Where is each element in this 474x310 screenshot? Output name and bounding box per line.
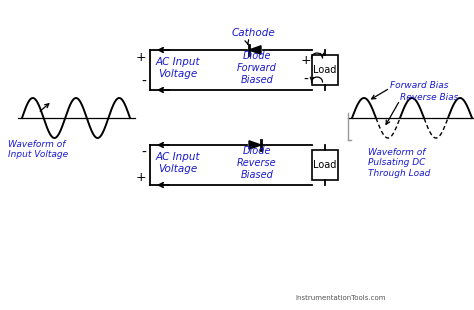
- Text: +: +: [136, 171, 146, 184]
- Text: Load: Load: [313, 65, 337, 75]
- Text: Reverse Bias: Reverse Bias: [400, 94, 458, 103]
- Text: Diode
Forward
Biased: Diode Forward Biased: [237, 51, 277, 85]
- Text: +: +: [136, 51, 146, 64]
- Text: AC Input
Voltage: AC Input Voltage: [155, 57, 201, 79]
- Text: Cathode: Cathode: [231, 28, 275, 38]
- Text: Waveform of
Input Voltage: Waveform of Input Voltage: [8, 140, 68, 159]
- Text: Load: Load: [313, 160, 337, 170]
- Text: +: +: [301, 54, 311, 67]
- Polygon shape: [249, 141, 261, 149]
- Text: Forward Bias: Forward Bias: [390, 82, 448, 91]
- Text: Diode
Reverse
Biased: Diode Reverse Biased: [237, 146, 277, 179]
- Text: -: -: [303, 73, 309, 87]
- Text: -: -: [141, 146, 146, 160]
- Text: Waveform of
Pulsating DC
Through Load: Waveform of Pulsating DC Through Load: [368, 148, 430, 178]
- Text: AC Input
Voltage: AC Input Voltage: [155, 152, 201, 174]
- Polygon shape: [249, 46, 261, 54]
- Text: InstrumentationTools.com: InstrumentationTools.com: [295, 295, 385, 301]
- Bar: [312, 55, 338, 85]
- Text: -: -: [141, 75, 146, 89]
- Bar: [312, 150, 338, 180]
